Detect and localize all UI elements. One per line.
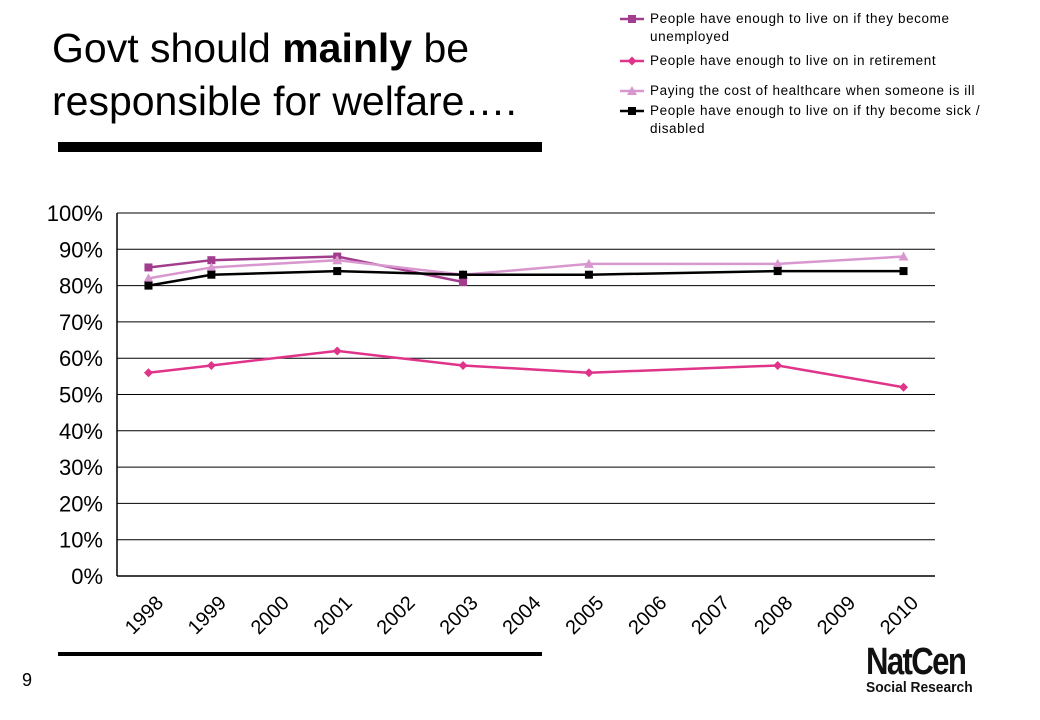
legend-label: People have enough to live on if they be… (650, 11, 950, 44)
legend-swatch (620, 15, 644, 23)
x-tick-label: 2004 (499, 592, 546, 639)
series-marker-3 (772, 258, 783, 268)
series-marker-2 (773, 360, 783, 370)
legend-label: Paying the cost of healthcare when someo… (650, 83, 976, 98)
series-marker-3 (206, 262, 217, 272)
x-tick-label: 2003 (436, 592, 483, 639)
legend-item-1: People have enough to live on if they be… (620, 10, 1030, 46)
y-tick-label: 100% (47, 201, 103, 226)
legend-label: People have enough to live on in retirem… (650, 53, 937, 68)
y-tick-label: 30% (59, 455, 103, 480)
series-marker-1 (144, 263, 153, 272)
series-marker-3 (332, 255, 343, 265)
series-marker-3 (583, 258, 594, 268)
logo-sub: Social Research (866, 679, 973, 696)
series-marker-3 (143, 273, 154, 283)
series-marker-1 (207, 256, 216, 265)
series-marker-4 (773, 267, 782, 276)
legend-swatch (620, 86, 644, 95)
x-tick-label: 2009 (813, 592, 860, 639)
series-marker-2 (332, 346, 342, 356)
x-tick-label: 2006 (624, 592, 671, 639)
x-tick-label: 2008 (750, 592, 797, 639)
series-marker-4 (899, 267, 908, 276)
x-tick-label: 2005 (561, 592, 608, 639)
series-marker-2 (899, 382, 909, 392)
series-marker-4 (584, 270, 593, 279)
x-tick-label: 2007 (687, 592, 734, 639)
series-marker-2 (143, 368, 153, 378)
series-marker-1 (459, 277, 468, 286)
title-bold: mainly (282, 25, 413, 71)
y-tick-label: 80% (59, 274, 103, 299)
series-line-1 (148, 255, 464, 284)
y-tick-label: 40% (59, 419, 103, 444)
series-marker-4 (333, 267, 342, 276)
series-marker-4 (459, 270, 468, 279)
legend-item-2: People have enough to live on in retirem… (620, 52, 1030, 70)
series-marker-2 (206, 360, 216, 370)
series-marker-2 (584, 368, 594, 378)
y-tick-label: 60% (59, 346, 103, 371)
x-tick-label: 1999 (184, 592, 231, 639)
slide-number: 9 (22, 670, 33, 690)
y-tick-label: 70% (59, 310, 103, 335)
title-prefix: Govt should (52, 25, 283, 71)
y-tick-label: 50% (59, 383, 103, 408)
chart-legend: People have enough to live on if they be… (620, 10, 1030, 138)
footer-rule (58, 652, 542, 656)
x-tick-label: 1998 (121, 592, 168, 639)
series-marker-2 (458, 360, 468, 370)
x-tick-label: 2010 (876, 592, 923, 639)
series-marker-3 (898, 251, 909, 261)
series-marker-4 (144, 281, 153, 290)
legend-swatch (620, 56, 644, 66)
natcen-logo: NatCen Social Research (866, 641, 986, 696)
title-suffix: be responsible for welfare…. (52, 25, 517, 124)
x-tick-label: 2002 (373, 592, 420, 639)
x-tick-label: 2001 (310, 592, 357, 639)
legend-label: People have enough to live on if thy bec… (650, 103, 981, 136)
slide-title: Govt should mainly be responsible for we… (52, 22, 592, 128)
legend-item-4: People have enough to live on if thy bec… (620, 102, 1030, 138)
x-tick-label: 2000 (247, 592, 294, 639)
legend-item-3: Paying the cost of healthcare when someo… (620, 82, 1030, 100)
series-marker-4 (207, 270, 216, 279)
y-tick-label: 20% (59, 491, 103, 516)
y-tick-label: 0% (71, 564, 103, 589)
series-line-2 (148, 349, 904, 389)
legend-swatch (620, 107, 644, 115)
y-tick-label: 10% (59, 528, 103, 553)
y-tick-label: 90% (59, 237, 103, 262)
series-line-4 (148, 269, 904, 287)
title-underline (58, 142, 542, 152)
logo-main: NatCen (866, 641, 967, 683)
